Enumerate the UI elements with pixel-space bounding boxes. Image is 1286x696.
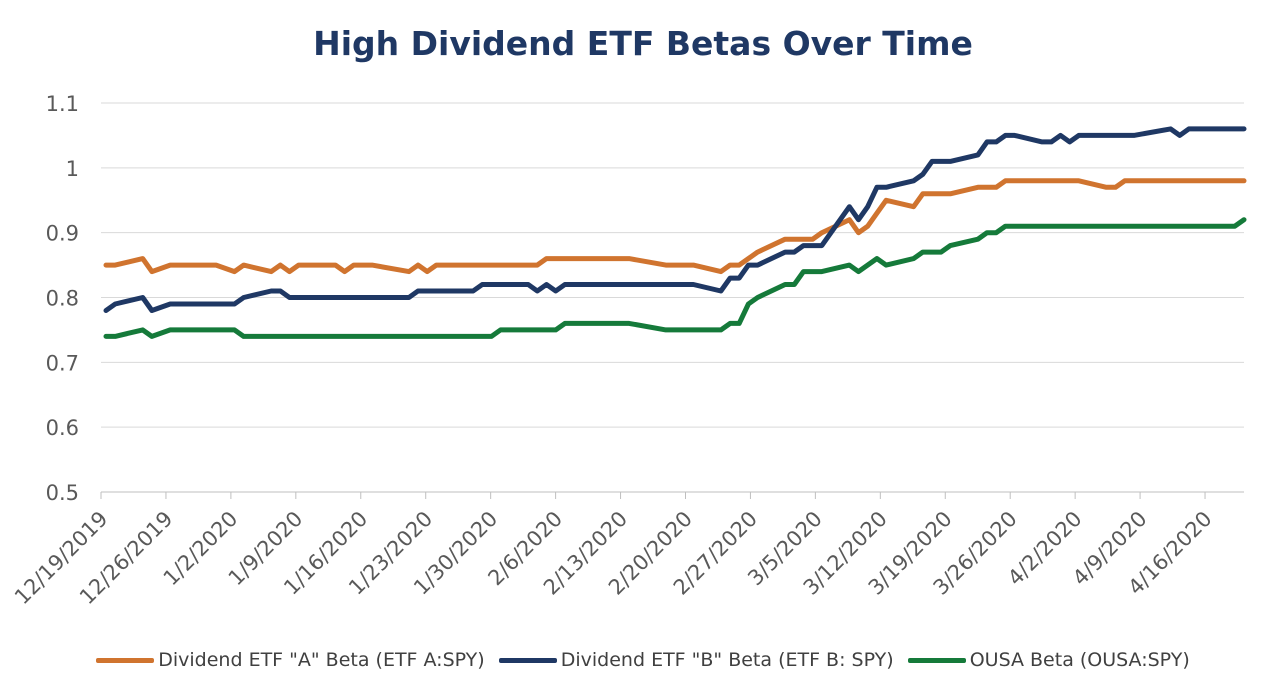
y-tick-label: 0.8 xyxy=(46,287,79,311)
legend-label-ousa: OUSA Beta (OUSA:SPY) xyxy=(969,648,1190,671)
series-lines xyxy=(103,126,1247,339)
chart-title: High Dividend ETF Betas Over Time xyxy=(313,24,973,63)
legend: Dividend ETF "A" Beta (ETF A:SPY) Divide… xyxy=(0,648,1286,671)
y-tick-label: 0.7 xyxy=(46,351,79,375)
y-tick-label: 1 xyxy=(66,157,79,181)
y-axis-tick-labels: 0.5 0.6 0.7 0.8 0.9 1 1.1 xyxy=(46,92,79,505)
x-axis-tick-labels: 12/19/201912/26/20191/2/20201/9/20201/16… xyxy=(10,507,1217,610)
series-line-1 xyxy=(103,126,1247,313)
legend-swatch-etf-a xyxy=(96,657,155,663)
y-tick-label: 0.5 xyxy=(46,481,79,505)
legend-item-ousa: OUSA Beta (OUSA:SPY) xyxy=(907,648,1190,671)
y-tick-label: 0.6 xyxy=(46,416,79,440)
legend-label-etf-a: Dividend ETF "A" Beta (ETF A:SPY) xyxy=(158,648,485,671)
legend-swatch-ousa xyxy=(907,657,966,663)
y-tick-label: 0.9 xyxy=(46,222,79,246)
legend-item-etf-b: Dividend ETF "B" Beta (ETF B: SPY) xyxy=(498,648,894,671)
legend-item-etf-a: Dividend ETF "A" Beta (ETF A:SPY) xyxy=(96,648,485,671)
legend-label-etf-b: Dividend ETF "B" Beta (ETF B: SPY) xyxy=(560,648,894,671)
y-tick-label: 1.1 xyxy=(46,92,79,116)
series-line-2 xyxy=(103,217,1247,339)
series-line-0 xyxy=(103,178,1247,275)
x-axis xyxy=(100,491,1244,499)
legend-swatch-etf-b xyxy=(498,657,557,663)
